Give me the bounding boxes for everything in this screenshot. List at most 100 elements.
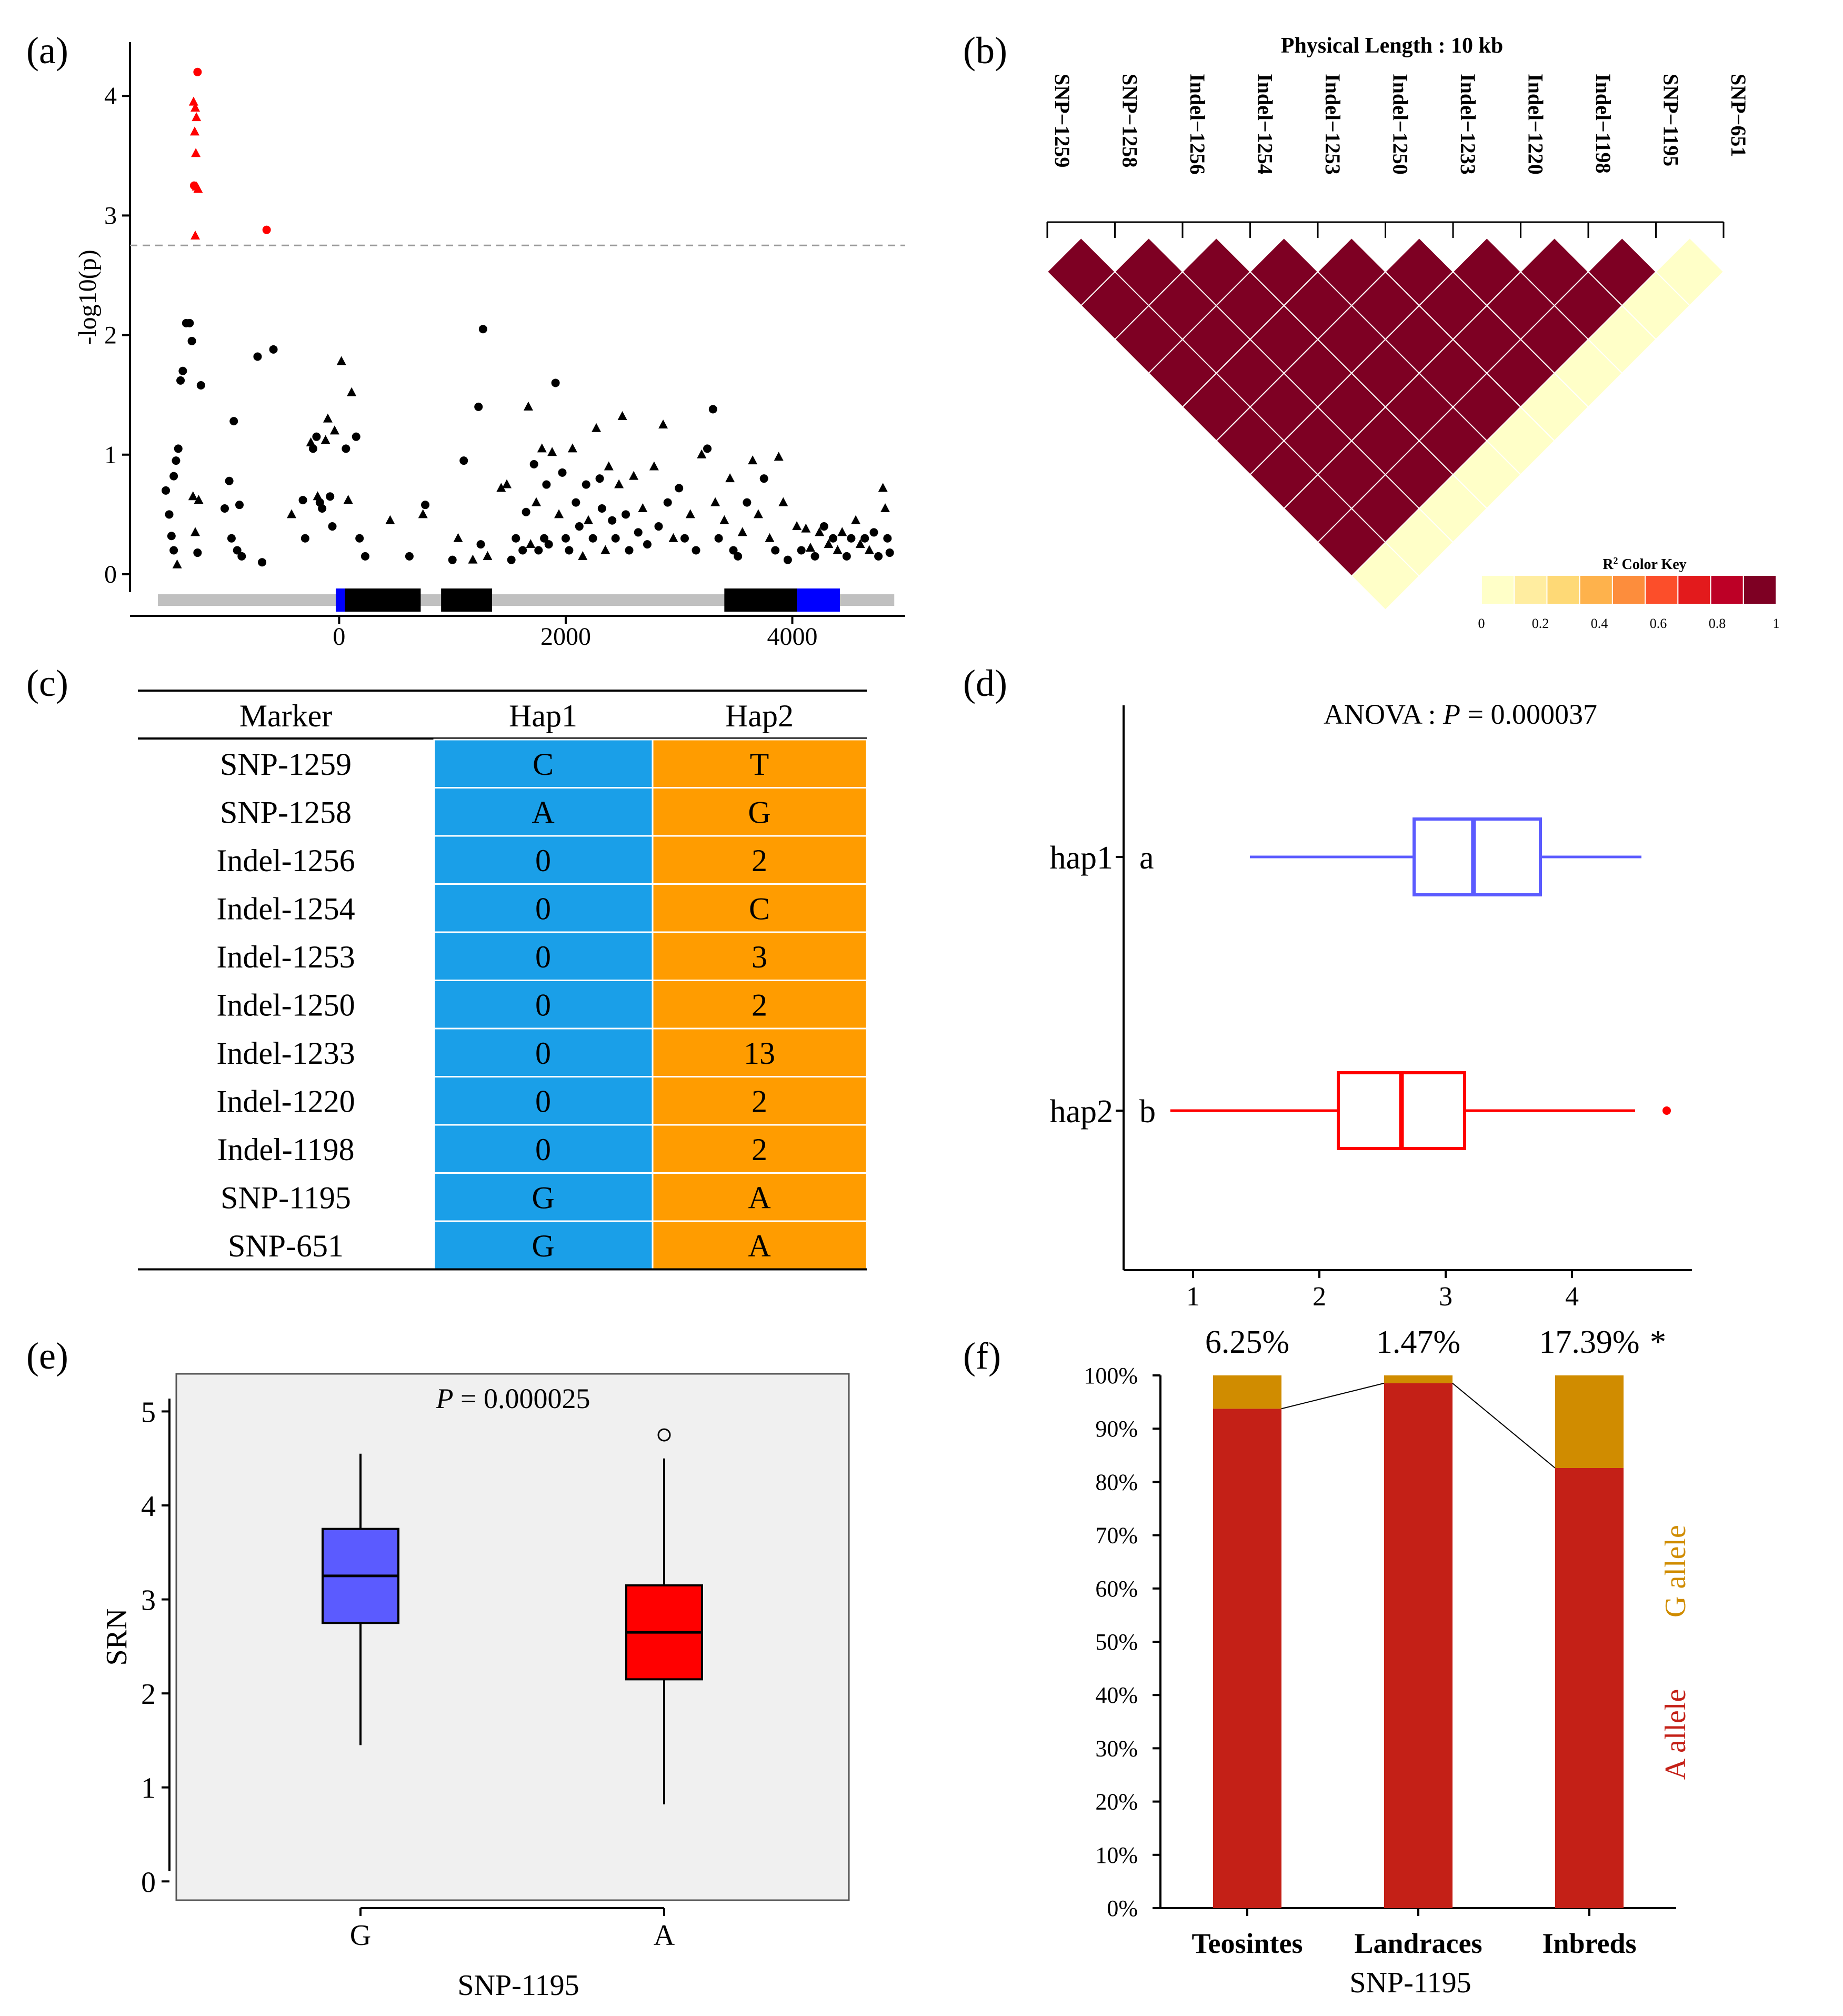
table-cell: Indel-1256 bbox=[216, 843, 355, 878]
manhattan-point bbox=[833, 545, 843, 554]
hap1-cell-bg bbox=[433, 1027, 654, 1077]
manhattan-point bbox=[306, 437, 316, 447]
color-key-tick-label: 0.4 bbox=[1591, 616, 1608, 631]
manhattan-point bbox=[680, 534, 689, 543]
table-cell: 2 bbox=[752, 987, 767, 1022]
bar-g-allele bbox=[1555, 1375, 1624, 1468]
bar-g-allele bbox=[1213, 1375, 1281, 1409]
manhattan-point bbox=[778, 497, 788, 506]
manhattan-point bbox=[193, 548, 202, 557]
haplotype-table: Marker Hap1 Hap2 SNP-1259 C T SNP-1258 A G Indel-… bbox=[138, 690, 868, 1271]
manhattan-point bbox=[558, 468, 567, 477]
manhattan-point bbox=[385, 515, 395, 524]
manhattan-point bbox=[418, 509, 428, 518]
manhattan-point bbox=[584, 515, 594, 524]
manhattan-point bbox=[638, 503, 648, 512]
panel-f-top-label: 17.39% bbox=[1539, 1324, 1639, 1360]
manhattan-point bbox=[352, 432, 360, 441]
panel-f-y-tick-label: 50% bbox=[1095, 1629, 1138, 1655]
manhattan-point bbox=[453, 533, 463, 542]
table-cell: Indel-1198 bbox=[217, 1132, 354, 1167]
manhattan-point bbox=[710, 497, 720, 506]
manhattan-point bbox=[227, 534, 236, 543]
manhattan-point bbox=[582, 480, 590, 489]
color-key-swatch bbox=[1742, 575, 1777, 605]
manhattan-point bbox=[526, 539, 536, 548]
panel-a-x-tick-label: 2000 bbox=[540, 623, 591, 651]
manhattan-point bbox=[604, 461, 614, 471]
hap1-cell-bg bbox=[433, 931, 654, 981]
bar-g-allele bbox=[1384, 1375, 1453, 1383]
gene-exon bbox=[345, 588, 421, 612]
manhattan-point bbox=[518, 546, 527, 555]
manhattan-point bbox=[448, 555, 457, 564]
manhattan-point bbox=[658, 419, 668, 428]
panel-a-manhattan-plot: (a) -log10(p) 0 1 2 3 4 0 2000 4000 bbox=[26, 29, 905, 651]
box-iqr bbox=[1413, 817, 1542, 896]
manhattan-point bbox=[172, 559, 182, 568]
panel-a-y-tick-label: 1 bbox=[104, 441, 117, 469]
manhattan-point bbox=[468, 554, 478, 564]
manhattan-point bbox=[801, 523, 811, 533]
panel-d-x-tick-label: 3 bbox=[1439, 1282, 1453, 1312]
gene-utr bbox=[335, 588, 345, 612]
color-key-tick-label: 0.6 bbox=[1650, 616, 1667, 631]
manhattan-point bbox=[847, 534, 856, 543]
manhattan-point bbox=[885, 548, 894, 557]
manhattan-point bbox=[421, 501, 430, 510]
manhattan-point bbox=[869, 528, 878, 537]
manhattan-point bbox=[343, 495, 353, 504]
manhattan-point bbox=[459, 456, 468, 465]
panel-d-x-tick-label: 2 bbox=[1313, 1282, 1326, 1312]
manhattan-point bbox=[842, 552, 851, 561]
manhattan-point bbox=[544, 540, 553, 549]
manhattan-point bbox=[347, 387, 357, 396]
manhattan-point bbox=[191, 527, 201, 536]
panel-f-y-tick-label: 0% bbox=[1107, 1895, 1138, 1921]
manhattan-point bbox=[308, 444, 317, 453]
legend-g-allele: G allele bbox=[1659, 1525, 1692, 1618]
manhattan-point bbox=[360, 552, 369, 561]
panel-b-ld-heatmap: (b) Physical Length : 10 kb SNP−1259 SNP−… bbox=[963, 29, 1780, 631]
table-cell: 13 bbox=[744, 1036, 775, 1071]
manhattan-point bbox=[622, 510, 630, 519]
table-cell: SNP-1259 bbox=[220, 747, 352, 782]
manhattan-point bbox=[165, 510, 174, 519]
manhattan-point bbox=[643, 540, 652, 549]
panel-e-y-axis-label: SRN bbox=[101, 1609, 133, 1666]
color-key-swatch bbox=[1481, 575, 1515, 605]
manhattan-point bbox=[312, 432, 321, 441]
manhattan-point bbox=[496, 483, 506, 492]
color-key-swatch bbox=[1611, 575, 1646, 605]
legend-a-allele: A allele bbox=[1659, 1689, 1692, 1780]
table-cell: A bbox=[748, 1229, 770, 1263]
panel-e-label: (e) bbox=[26, 1335, 68, 1377]
hap1-cell-bg bbox=[433, 1076, 654, 1126]
manhattan-point bbox=[269, 345, 278, 354]
hap2-cell-bg bbox=[652, 787, 868, 837]
panel-f-y-tick-label: 40% bbox=[1095, 1682, 1138, 1708]
hap2-cell-bg bbox=[652, 931, 868, 981]
manhattan-point bbox=[507, 555, 516, 564]
manhattan-point bbox=[855, 539, 865, 548]
manhattan-point bbox=[474, 402, 483, 411]
table-cell: 0 bbox=[535, 987, 551, 1022]
manhattan-point bbox=[529, 460, 538, 468]
color-key-swatch bbox=[1645, 575, 1679, 605]
manhattan-point bbox=[225, 476, 234, 485]
hap1-cell-bg bbox=[433, 787, 654, 837]
manhattan-point bbox=[237, 552, 246, 561]
panel-a-y-tick-label: 4 bbox=[104, 82, 117, 110]
manhattan-point bbox=[883, 534, 892, 543]
manhattan-point bbox=[600, 545, 610, 554]
panel-e-y-tick-label: 4 bbox=[141, 1490, 156, 1523]
manhattan-point bbox=[512, 534, 520, 543]
color-key-swatch bbox=[1579, 575, 1613, 605]
manhattan-point bbox=[318, 504, 327, 513]
manhattan-point bbox=[523, 401, 533, 411]
manhattan-point bbox=[697, 449, 707, 458]
manhattan-point bbox=[748, 455, 758, 465]
panel-f-y-ticks: 0% 10% 20% 30% 40% 50% 60% 70% 80% 90% 100% bbox=[1084, 1363, 1160, 1921]
panel-e-x-tick-label: A bbox=[654, 1919, 675, 1952]
